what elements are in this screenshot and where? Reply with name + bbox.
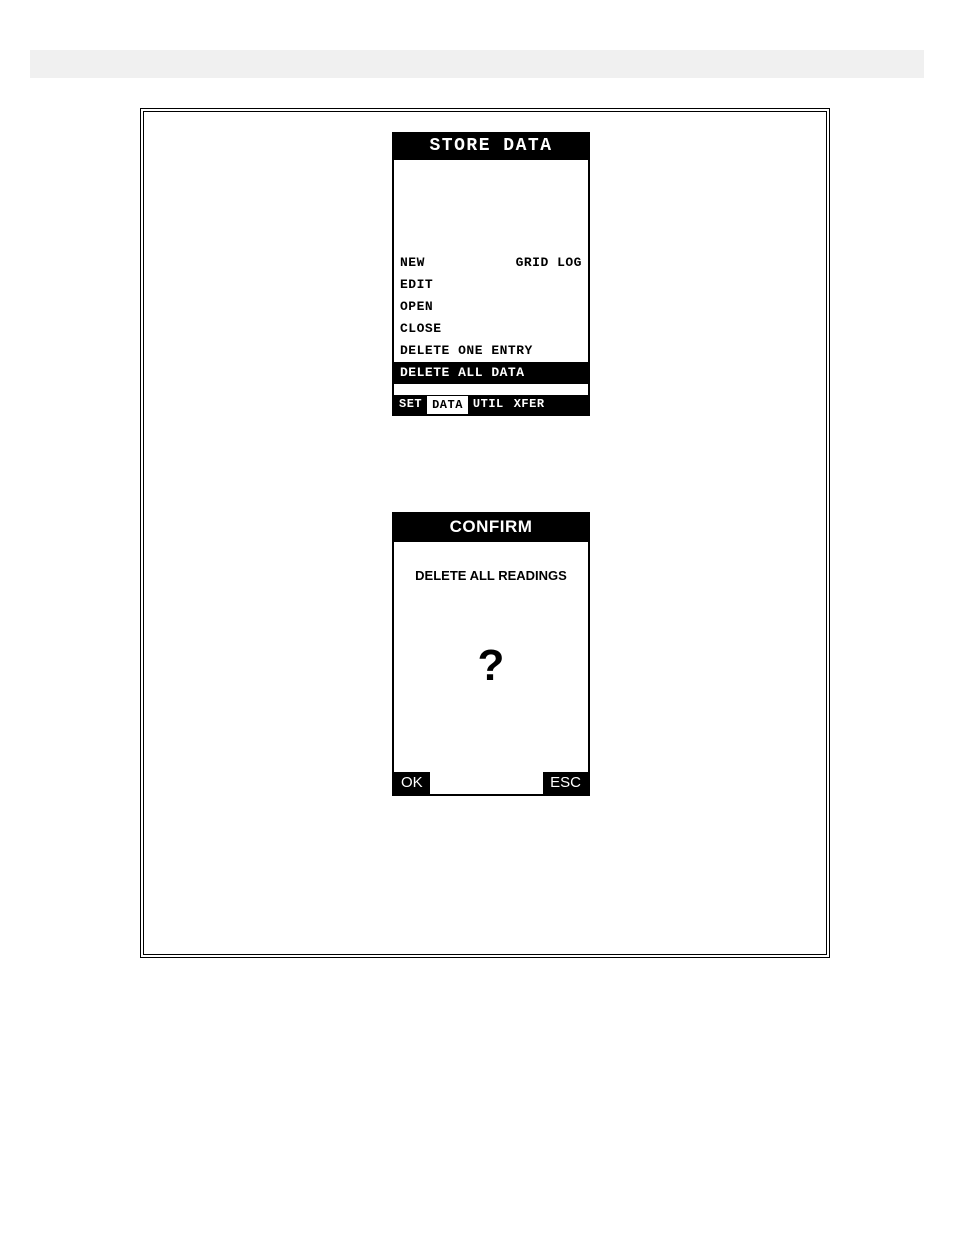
tab-data[interactable]: DATA [427, 395, 468, 414]
store-menu: NEW GRID LOG EDIT OPEN CLOSE DELETE ONE … [394, 252, 588, 384]
tab-xfer[interactable]: XFER [509, 395, 550, 414]
menu-label: CLOSE [400, 319, 442, 339]
menu-label: NEW [400, 253, 425, 273]
menu-label: DELETE ONE ENTRY [400, 341, 533, 361]
menu-item-delete-one[interactable]: DELETE ONE ENTRY [394, 340, 588, 362]
ok-button[interactable]: OK [394, 772, 430, 794]
menu-label: EDIT [400, 275, 433, 295]
menu-label: OPEN [400, 297, 433, 317]
esc-button[interactable]: ESC [543, 772, 588, 794]
tabs-bar: SET DATA UTIL XFER [394, 395, 588, 414]
content-frame: STORE DATA NEW GRID LOG EDIT OPEN CLOSE … [140, 108, 830, 958]
confirm-body: DELETE ALL READINGS ? [394, 540, 588, 772]
menu-item-edit[interactable]: EDIT [394, 274, 588, 296]
store-title: STORE DATA [394, 134, 588, 160]
menu-item-delete-all[interactable]: DELETE ALL DATA [394, 362, 588, 384]
menu-label: DELETE ALL DATA [400, 363, 525, 383]
menu-item-close[interactable]: CLOSE [394, 318, 588, 340]
question-mark-icon: ? [394, 641, 588, 691]
confirm-title: CONFIRM [394, 514, 588, 542]
confirm-buttons: OK ESC [394, 772, 588, 794]
tab-util[interactable]: UTIL [468, 395, 509, 414]
confirm-message: DELETE ALL READINGS [394, 568, 588, 583]
menu-item-new[interactable]: NEW GRID LOG [394, 252, 588, 274]
confirm-screen: CONFIRM DELETE ALL READINGS ? OK ESC [392, 512, 590, 796]
menu-item-open[interactable]: OPEN [394, 296, 588, 318]
page-header-bar [30, 50, 924, 78]
menu-value: GRID LOG [516, 253, 582, 273]
tab-set[interactable]: SET [394, 395, 427, 414]
store-data-screen: STORE DATA NEW GRID LOG EDIT OPEN CLOSE … [392, 132, 590, 416]
